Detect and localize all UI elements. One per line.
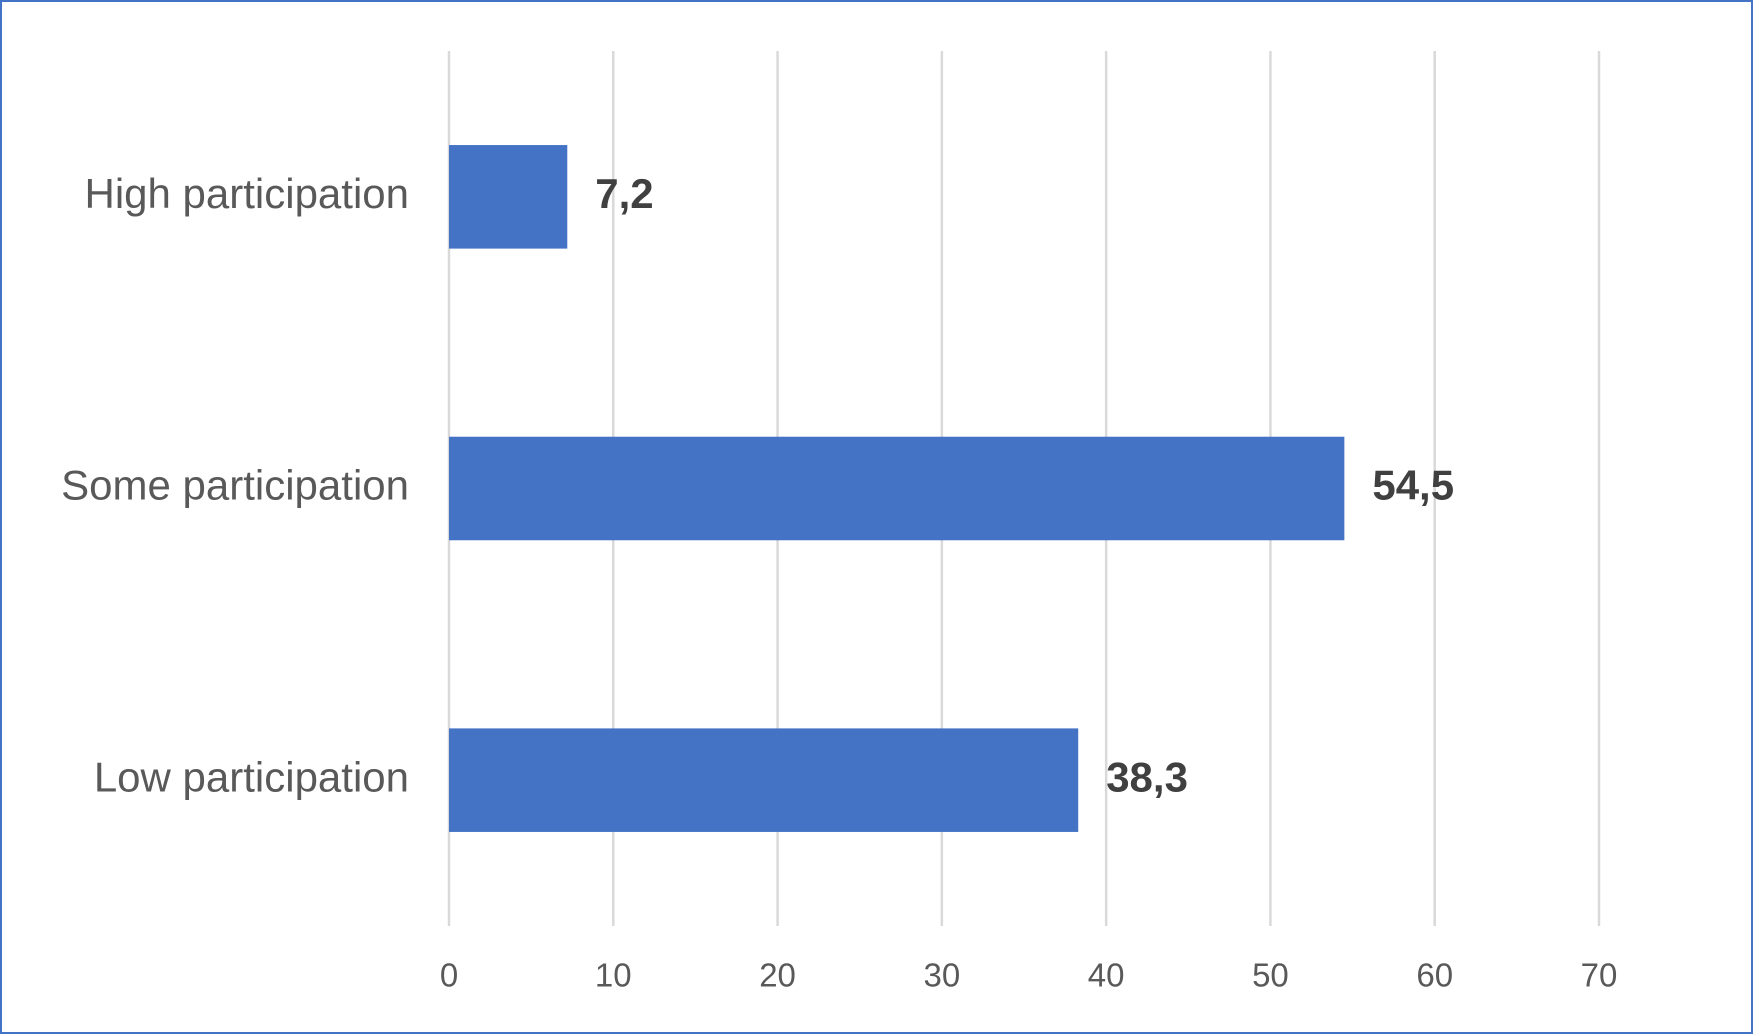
x-tick-label: 20 (759, 957, 796, 994)
value-label: 38,3 (1106, 753, 1188, 800)
x-tick-label: 30 (923, 957, 960, 994)
value-label: 54,5 (1372, 462, 1454, 509)
y-tick-label: Low participation (94, 753, 409, 800)
x-tick-label: 60 (1416, 957, 1453, 994)
x-tick-label: 50 (1252, 957, 1289, 994)
bar (449, 728, 1079, 832)
bar (449, 145, 568, 249)
x-tick-label: 70 (1581, 957, 1618, 994)
bar (449, 436, 1345, 541)
x-tick-label: 0 (440, 957, 458, 994)
x-tick-label: 40 (1088, 957, 1125, 994)
y-tick-label: Some participation (61, 462, 409, 509)
y-tick-label: High participation (84, 170, 409, 217)
value-label: 7,2 (595, 170, 653, 217)
x-tick-label: 10 (595, 957, 632, 994)
